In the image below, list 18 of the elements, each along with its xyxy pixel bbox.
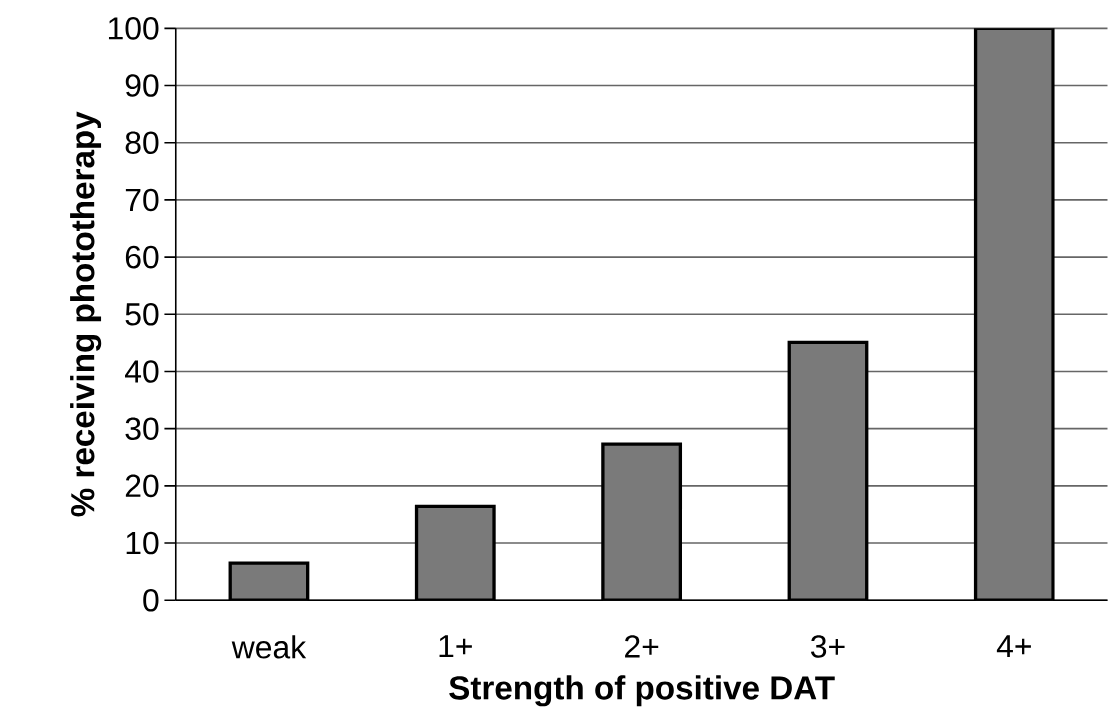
y-tick-label: 100 [108, 16, 159, 40]
y-tick-label: 50 [125, 302, 159, 326]
x-tick-label: 3+ [811, 635, 845, 658]
y-tick-label: 40 [125, 360, 159, 383]
x-tick-label: 2+ [625, 635, 659, 658]
y-tick-label: 30 [125, 417, 159, 440]
y-tick-label: 20 [125, 474, 159, 498]
y-tick-label: 90 [125, 74, 159, 97]
y-tick-label: 10 [126, 531, 159, 555]
x-tick-label: 1+ [439, 635, 472, 657]
x-axis-title: Strength of positive DAT [449, 675, 835, 707]
y-tick-label: 60 [125, 245, 159, 269]
y-tick-label: 70 [125, 188, 159, 212]
x-tick-label: weak [231, 635, 307, 659]
y-tick-label: 80 [125, 131, 159, 154]
y-tick-label: 0 [143, 588, 159, 612]
x-tick-label: 4+ [996, 635, 1031, 657]
y-axis-title: % receiving phototherapy [70, 111, 102, 517]
